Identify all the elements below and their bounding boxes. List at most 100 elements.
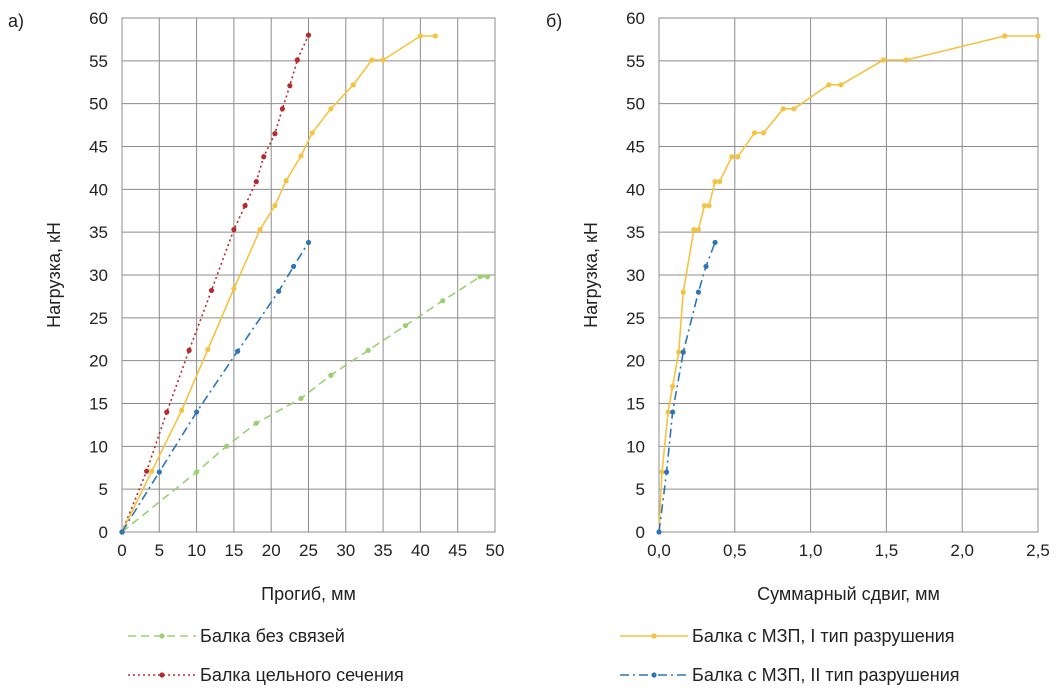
data-point (903, 57, 909, 63)
data-point (676, 349, 682, 355)
data-point (712, 239, 718, 246)
y-tick-label: 50 (89, 95, 108, 114)
data-point (231, 226, 237, 233)
data-point (717, 179, 723, 185)
x-tick-label: 35 (374, 541, 393, 560)
x-tick-label: 0,5 (723, 541, 747, 560)
data-point (235, 348, 241, 354)
y-tick-label: 5 (636, 480, 645, 499)
y-tick-label: 60 (626, 9, 645, 28)
data-point (663, 469, 670, 475)
y-tick-label: 40 (89, 180, 108, 199)
y-tick-label: 5 (99, 480, 108, 499)
data-point (735, 154, 741, 160)
data-point (712, 179, 718, 185)
data-point (242, 203, 248, 209)
panel-label: б) (546, 11, 562, 31)
data-point (328, 106, 334, 112)
data-point (294, 57, 300, 63)
data-point (751, 130, 758, 136)
y-tick-label: 45 (89, 138, 108, 157)
data-point (1002, 33, 1008, 39)
y-tick-label: 0 (636, 523, 645, 542)
y-tick-label: 25 (89, 309, 108, 328)
series-2-2 (656, 239, 718, 535)
y-tick-label: 55 (626, 52, 645, 71)
data-point (680, 349, 686, 355)
data-point (119, 529, 125, 535)
legend-label: Балка с МЗП, II тип разрушения (692, 665, 960, 685)
x-tick-label: 25 (299, 541, 318, 560)
x-tick-label: 50 (486, 541, 505, 560)
data-point (729, 154, 735, 160)
x-axis-title: Суммарный сдвиг, мм (757, 584, 940, 604)
y-tick-label: 60 (89, 9, 108, 28)
data-point (380, 57, 386, 63)
series-line (658, 35, 1038, 533)
data-point (279, 106, 285, 112)
legend-item: Балка без связей (128, 626, 345, 646)
y-tick-label: 55 (89, 52, 108, 71)
x-tick-label: 15 (224, 541, 243, 560)
data-point (656, 529, 662, 535)
data-point (484, 274, 491, 280)
data-point (272, 131, 278, 137)
data-point (701, 203, 708, 209)
data-point (287, 83, 293, 89)
data-point (665, 409, 671, 415)
data-point (761, 130, 767, 136)
data-point (328, 372, 334, 378)
data-point (695, 289, 702, 295)
y-tick-label: 15 (626, 395, 645, 414)
data-point (350, 82, 356, 88)
series-1-3 (119, 33, 438, 535)
y-axis-title: Нагрузка, кН (44, 222, 64, 328)
data-point (417, 33, 423, 39)
data-point (880, 57, 886, 63)
data-point (205, 346, 211, 353)
data-point (253, 420, 259, 426)
y-axis-title: Нагрузка, кН (581, 222, 601, 328)
x-tick-label: 2,5 (1026, 541, 1050, 560)
y-tick-label: 50 (626, 95, 645, 114)
y-tick-label: 0 (99, 523, 108, 542)
data-point (194, 409, 200, 415)
legend-item: Балка с МЗП, I тип разрушения (620, 626, 955, 646)
x-axis-title: Прогиб, мм (261, 584, 356, 604)
data-point (164, 409, 170, 415)
chart-panel-2: б) 0,0 0,5 1,0 1,5 2,0 2,5 0 5 10 15 20 25 30 35 40 45 50… (546, 9, 1050, 604)
legend-label: Балка без связей (200, 626, 345, 646)
legend-swatch-marker (159, 672, 165, 678)
x-tick-label: 10 (187, 541, 206, 560)
x-tick-label: 40 (411, 541, 430, 560)
legend-label: Балка цельного сечения (200, 665, 404, 685)
x-tick-label: 30 (336, 541, 355, 560)
data-point (432, 33, 438, 39)
data-point (780, 106, 786, 112)
x-tick-label: 0 (117, 541, 126, 560)
series-line (121, 35, 436, 533)
series-1-4 (119, 239, 312, 535)
y-tick-label: 10 (626, 437, 645, 456)
data-point (826, 82, 832, 88)
y-tick-label: 25 (626, 309, 645, 328)
series-2-1 (656, 33, 1041, 535)
data-point (440, 298, 446, 304)
data-point (695, 226, 702, 233)
chart-panel-1: а) 0 5 10 15 20 25 30 35 40 45 50 0 5 10 15 20 25 30 35 40 45… (8, 9, 504, 604)
data-point (149, 468, 155, 474)
y-tick-label: 35 (626, 223, 645, 242)
data-point (156, 469, 162, 475)
y-tick-label: 15 (89, 395, 108, 414)
data-point (305, 32, 312, 38)
x-tick-label: 1,0 (799, 541, 823, 560)
data-point (276, 288, 282, 294)
legend-label: Балка с МЗП, I тип разрушения (692, 626, 955, 646)
y-tick-label: 35 (89, 223, 108, 242)
x-tick-label: 5 (155, 541, 164, 560)
legend-item: Балка с МЗП, II тип разрушения (620, 665, 960, 685)
data-point (290, 263, 297, 270)
data-point (272, 203, 278, 209)
data-point (670, 383, 676, 389)
